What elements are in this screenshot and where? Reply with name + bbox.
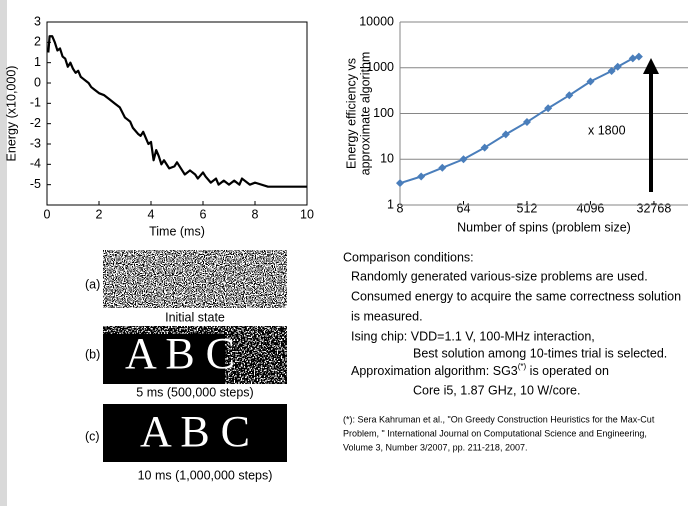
x-tick-label: 0 xyxy=(44,207,51,221)
side-bar xyxy=(0,0,7,506)
y-tick-label: 3 xyxy=(34,14,41,28)
y-tick-label: -5 xyxy=(30,177,41,191)
point xyxy=(565,91,574,100)
condition-line: Core i5, 1.87 GHz, 10 W/core. xyxy=(413,383,580,397)
image-letters: A B C xyxy=(140,407,250,456)
footnote: (*): Sera Kahruman et al., "On Greedy Co… xyxy=(343,414,655,424)
algorithm: Approximation algorithm: SG3 xyxy=(351,364,518,378)
panel-label: (a) xyxy=(85,277,100,291)
point xyxy=(607,66,616,75)
y-tick-label: 100 xyxy=(373,106,394,120)
data-line xyxy=(47,35,307,188)
algorithm-rest: is operated on xyxy=(526,364,609,378)
conditions-heading: Comparison conditions: xyxy=(343,250,474,264)
x-tick-label: 10 xyxy=(300,207,314,221)
condition-line: is measured. xyxy=(351,309,423,323)
x-tick-label: 8 xyxy=(252,207,259,221)
y-tick-label: -1 xyxy=(30,96,41,110)
panel-caption: 5 ms (500,000 steps) xyxy=(136,385,253,399)
condition-line: Consumed energy to acquire the same corr… xyxy=(351,289,681,303)
point xyxy=(613,62,622,71)
y-tick-label: 10000 xyxy=(359,14,394,28)
point xyxy=(417,172,426,181)
condition-line: Best solution among 10-times trial is se… xyxy=(413,346,667,360)
point xyxy=(438,163,447,172)
y-axis-label: approximate algorithm xyxy=(358,52,372,176)
y-tick-label: -2 xyxy=(30,116,41,130)
image-letters: A B C xyxy=(125,329,235,378)
point xyxy=(634,52,643,61)
noise-image xyxy=(103,250,287,308)
panel-caption: 10 ms (1,000,000 steps) xyxy=(138,468,273,482)
x-tick-label: 4 xyxy=(148,207,155,221)
y-tick-label: 1 xyxy=(34,55,41,69)
condition-line: Randomly generated various-size problems… xyxy=(351,269,648,283)
condition-line: Approximation algorithm: SG3(*) is opera… xyxy=(351,362,609,378)
y-axis-label: Energy efficiency vs xyxy=(344,58,358,169)
point xyxy=(522,118,531,127)
data-line xyxy=(399,55,640,185)
point xyxy=(459,155,468,164)
y-tick-label: 10 xyxy=(380,152,394,166)
y-tick-label: -4 xyxy=(30,157,41,171)
footnote-marker: (*) xyxy=(518,362,527,371)
condition-line: Ising chip: VDD=1.1 V, 100-MHz interacti… xyxy=(351,329,595,343)
x-tick-label: 6 xyxy=(200,207,207,221)
point xyxy=(628,54,637,63)
noise-image xyxy=(225,326,287,384)
y-tick-label: 1000 xyxy=(366,60,394,74)
x-tick-label: 2 xyxy=(96,207,103,221)
footnote: Volume 3, Number 3/2007, pp. 211-218, 20… xyxy=(343,442,527,452)
y-tick-label: 0 xyxy=(34,75,41,89)
point xyxy=(586,77,595,86)
point xyxy=(396,179,404,188)
noise-image xyxy=(103,326,287,334)
y-tick-label: 1 xyxy=(387,197,394,211)
x-axis-label: Time (ms) xyxy=(149,224,205,238)
image-bg xyxy=(103,404,287,462)
point xyxy=(480,143,489,152)
x-axis-label: Number of spins (problem size) xyxy=(457,220,631,234)
panel-label: (c) xyxy=(85,429,100,443)
panel-label: (b) xyxy=(85,347,100,361)
y-axis-label: Energy (x10,000) xyxy=(4,66,18,162)
y-tick-label: -3 xyxy=(30,136,41,150)
y-tick-label: 2 xyxy=(34,35,41,49)
footnote: Problem, " International Journal on Comp… xyxy=(343,428,647,438)
x-tick-label: 8 xyxy=(397,201,404,215)
point xyxy=(544,104,553,113)
plot-frame xyxy=(46,21,308,206)
annotation: x 1800 xyxy=(588,123,626,137)
panel-caption: Initial state xyxy=(165,310,225,324)
arrow-head xyxy=(643,58,659,74)
point xyxy=(501,130,510,139)
